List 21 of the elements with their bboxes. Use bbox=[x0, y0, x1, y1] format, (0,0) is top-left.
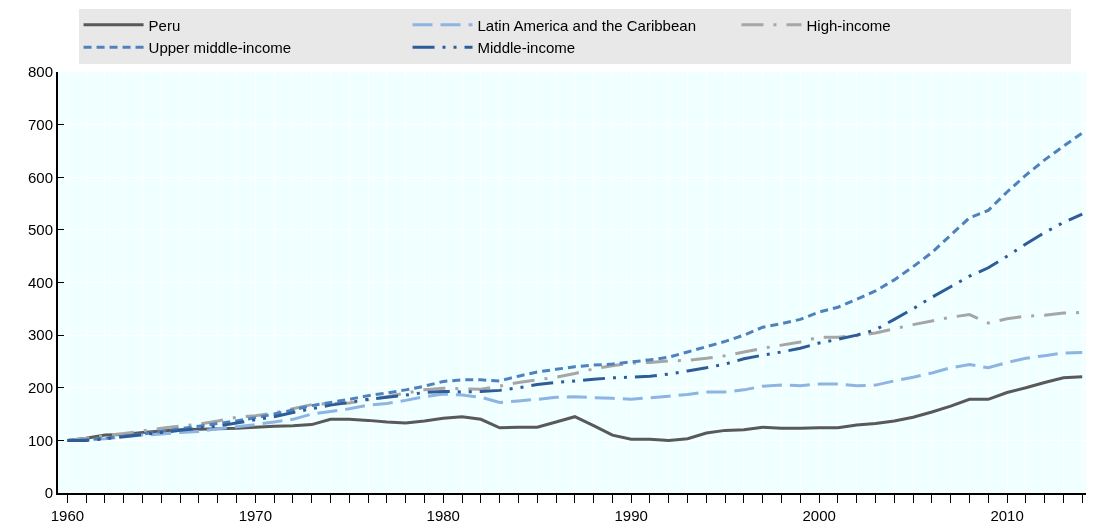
legend-label: High-income bbox=[806, 16, 891, 34]
x-tick-label: 2000 bbox=[802, 507, 836, 524]
y-tick-label: 200 bbox=[27, 379, 53, 396]
x-tick-label: 1970 bbox=[238, 507, 273, 524]
x-tick-label: 1960 bbox=[50, 507, 85, 524]
y-tick-label: 300 bbox=[27, 326, 53, 344]
y-tick-label: 500 bbox=[27, 221, 53, 239]
y-tick-label: 400 bbox=[27, 273, 53, 291]
legend-label: Peru bbox=[148, 16, 181, 34]
y-tick-label: 600 bbox=[27, 168, 53, 186]
line-series bbox=[65, 212, 1084, 442]
legend-label: Upper middle-income bbox=[148, 39, 292, 57]
y-tick-label: 700 bbox=[27, 115, 53, 133]
legend-label: Middle-income bbox=[477, 39, 576, 57]
x-tick-label: 1980 bbox=[426, 507, 460, 524]
x-tick-label: 1990 bbox=[614, 507, 648, 524]
y-tick-label: 800 bbox=[27, 63, 53, 81]
x-tick-label: 2010 bbox=[990, 507, 1024, 524]
y-tick-label: 100 bbox=[27, 431, 53, 449]
y-tick-label: 0 bbox=[44, 484, 53, 502]
legend-label: Latin America and the Caribbean bbox=[477, 16, 696, 34]
